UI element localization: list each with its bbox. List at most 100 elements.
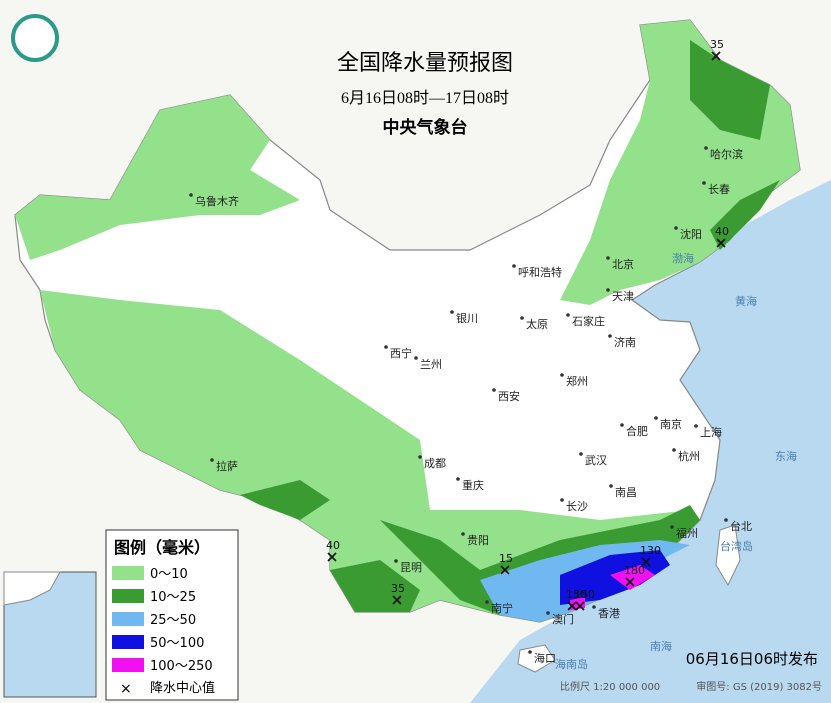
city-dot [528, 650, 532, 654]
zone [690, 40, 770, 140]
city-label: 长春 [708, 183, 730, 196]
inset-land [3, 571, 61, 606]
sea-label: 海南岛 [555, 657, 588, 671]
city-label: 贵阳 [467, 534, 489, 547]
city-dot [520, 316, 524, 320]
sea-label: 渤海 [672, 251, 694, 265]
rain-zones [15, 20, 800, 622]
center-value: 15 [499, 552, 513, 565]
city-label: 西宁 [390, 346, 412, 360]
subtitle: 6月16日08时—17日08时 [341, 89, 509, 107]
city-label: 长沙 [566, 500, 588, 513]
city-label: 拉萨 [216, 459, 238, 473]
city-dot [606, 256, 610, 260]
hainan [517, 644, 556, 673]
sea-label: 南海 [650, 639, 672, 653]
center-cross [641, 557, 651, 567]
city-dot [560, 498, 564, 502]
city-label: 重庆 [462, 478, 484, 492]
center-value: 130 [640, 544, 661, 557]
legend: 图例（毫米） 0～10 10～25 25～50 50～100 100～250 × 降水中心值 [105, 529, 239, 701]
center-cross [500, 565, 510, 575]
city-label: 太原 [526, 318, 548, 331]
city-label: 呼和浩特 [518, 265, 562, 279]
legend-swatch [112, 635, 144, 649]
city-dot [461, 532, 465, 536]
center-cross [716, 238, 726, 248]
city-label: 沈阳 [680, 227, 702, 241]
city-label: 澳门 [552, 612, 574, 626]
center-value: 35 [710, 38, 724, 51]
city-label: 台北 [730, 519, 752, 533]
city-label: 银川 [456, 311, 478, 325]
city-label: 福州 [676, 526, 698, 540]
legend-label: 25～50 [150, 613, 196, 628]
city-dot [384, 345, 388, 349]
center-cross [392, 595, 402, 605]
city-label: 兰州 [420, 358, 442, 371]
legend-label: 降水中心值 [150, 680, 215, 696]
city-dot [512, 264, 516, 268]
zone [40, 290, 700, 622]
legend-swatch [112, 612, 144, 626]
issuer: 中央气象台 [383, 117, 468, 138]
city-dot [485, 600, 489, 604]
city-dot [654, 416, 658, 420]
city-dot [546, 611, 550, 615]
city-dot [566, 313, 570, 317]
city-dot [579, 452, 583, 456]
city-label: 乌鲁木齐 [195, 194, 239, 208]
legend-swatch [112, 658, 144, 672]
center-value: 35 [391, 582, 405, 595]
city-label: 香港 [598, 607, 620, 620]
city-label: 济南 [614, 335, 636, 349]
center-cross [711, 51, 721, 61]
city-dot [674, 226, 678, 230]
city-dot [694, 424, 698, 428]
city-dot [418, 455, 422, 459]
city-label: 南京 [660, 417, 682, 431]
city-label: 合肥 [626, 424, 648, 438]
city-dot [560, 373, 564, 377]
sea [470, 180, 831, 703]
city-dot [456, 477, 460, 481]
city-label: 昆明 [400, 561, 422, 574]
city-dot [724, 518, 728, 522]
inset [3, 571, 97, 698]
center-cross [625, 577, 635, 587]
zone [570, 565, 655, 610]
center-cross [575, 601, 585, 611]
zone [15, 95, 300, 260]
city-label: 石家庄 [572, 314, 605, 328]
city-label: 上海 [700, 425, 722, 439]
city-label: 杭州 [678, 449, 700, 463]
city-dot [702, 181, 706, 185]
city-label: 武汉 [585, 454, 607, 467]
city-dot [189, 193, 193, 197]
center-value: 180 [624, 564, 645, 577]
city-dot [609, 484, 613, 488]
scale: 比例尺 1:20 000 000 [560, 680, 660, 693]
city-label: 郑州 [566, 374, 588, 388]
city-dot [608, 334, 612, 338]
city-label: 海口 [534, 651, 556, 665]
city-label: 南昌 [615, 486, 637, 499]
legend-label: 0～10 [150, 567, 188, 582]
center-value: 40 [715, 225, 729, 238]
city-dot [450, 310, 454, 314]
logo [11, 14, 59, 62]
map-number: 审图号: GS (2019) 3082号 [696, 680, 822, 693]
city-label: 哈尔滨 [710, 147, 743, 161]
center-value: 40 [326, 539, 340, 552]
city-label: 西安 [498, 389, 520, 403]
legend-swatch [112, 566, 144, 580]
city-dot [620, 423, 624, 427]
city-label: 南宁 [491, 601, 513, 615]
city-dot [670, 525, 674, 529]
city-label: 天津 [612, 290, 634, 303]
city-dot [606, 288, 610, 292]
center-cross [567, 601, 577, 611]
sea-label: 东海 [775, 449, 797, 463]
